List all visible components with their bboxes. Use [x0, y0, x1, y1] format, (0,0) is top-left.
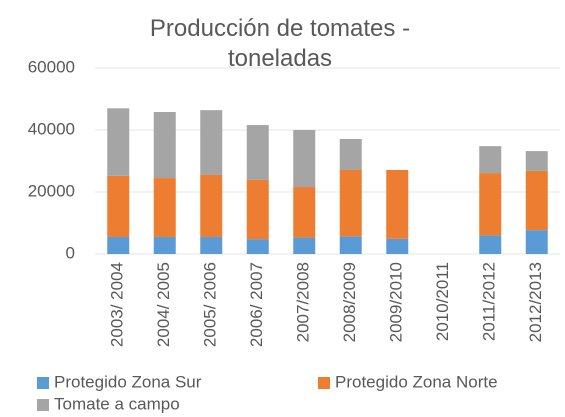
chart-title: Producción de tomates - toneladas — [149, 15, 411, 72]
bar-segment — [153, 236, 176, 254]
bar-segment — [293, 237, 316, 254]
legend-swatch — [37, 377, 49, 389]
bar-segment — [153, 178, 176, 237]
y-tick-label: 0 — [66, 243, 75, 262]
x-tick-label: 2004/ 2005 — [154, 262, 173, 347]
bar-segment — [200, 236, 223, 254]
x-tick-label: 2012/2013 — [526, 262, 545, 342]
bar-segment — [293, 130, 316, 188]
bar-segment — [479, 235, 502, 254]
bar-segment — [107, 236, 130, 254]
x-tick-label: 2009/2010 — [387, 262, 406, 342]
x-tick-label: 2003/ 2004 — [108, 262, 127, 347]
x-tick-label: 2005/ 2006 — [201, 262, 220, 347]
x-tick-label: 2006/ 2007 — [247, 262, 266, 347]
y-tick-label: 40000 — [28, 119, 75, 138]
bar-segment — [525, 170, 548, 231]
x-tick-label: 2007/2008 — [294, 262, 313, 342]
bar-segment — [293, 187, 316, 238]
legend-label: Tomate a campo — [54, 394, 180, 413]
bar-segment — [386, 238, 409, 254]
bar-segment — [246, 239, 269, 254]
bar-segment — [339, 169, 362, 237]
legend-label: Protegido Zona Norte — [335, 372, 498, 391]
legend-label: Protegido Zona Sur — [54, 372, 202, 391]
bar-segment — [525, 151, 548, 171]
bar-segment — [200, 174, 223, 237]
legend-swatch — [318, 377, 330, 389]
x-tick-label: 2008/2009 — [340, 262, 359, 342]
bar-segment — [479, 146, 502, 174]
bar-segment — [107, 175, 130, 237]
bar-segment — [339, 236, 362, 254]
x-tick-label: 2011/2012 — [480, 262, 499, 341]
bar-segment — [246, 125, 269, 180]
y-tick-label: 20000 — [28, 181, 75, 200]
bar-segment — [386, 169, 409, 239]
bar-segment — [479, 173, 502, 236]
bar-segment — [246, 179, 269, 240]
bar-segment — [200, 110, 223, 175]
x-tick-label: 2010/2011 — [433, 262, 452, 341]
bar-segment — [339, 138, 362, 170]
bar-segment — [107, 108, 130, 176]
legend-swatch — [37, 399, 49, 411]
bar-segment — [153, 112, 176, 179]
bar-segment — [525, 230, 548, 254]
y-tick-label: 60000 — [28, 57, 75, 76]
